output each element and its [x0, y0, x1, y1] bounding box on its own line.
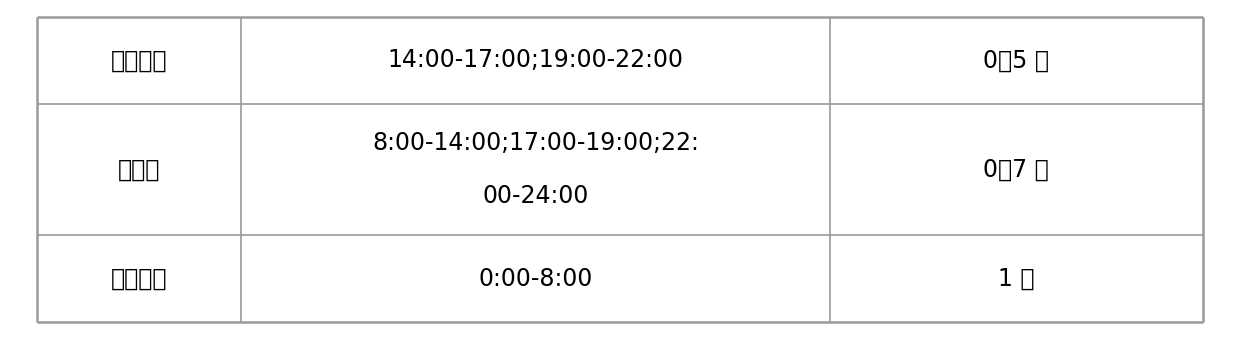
- Text: 0:00-8:00: 0:00-8:00: [479, 267, 593, 291]
- Text: 14:00-17:00;19:00-22:00: 14:00-17:00;19:00-22:00: [387, 48, 683, 72]
- Text: 0．5 元: 0．5 元: [983, 48, 1049, 72]
- Text: 平时段: 平时段: [118, 158, 160, 181]
- Text: 8:00-14:00;17:00-19:00;22:: 8:00-14:00;17:00-19:00;22:: [372, 131, 699, 155]
- Text: 高峰时段: 高峰时段: [110, 48, 167, 72]
- Text: 1 元: 1 元: [998, 267, 1034, 291]
- Text: 0．7 元: 0．7 元: [983, 158, 1049, 181]
- Text: 00-24:00: 00-24:00: [482, 184, 589, 208]
- Text: 低谷时段: 低谷时段: [110, 267, 167, 291]
